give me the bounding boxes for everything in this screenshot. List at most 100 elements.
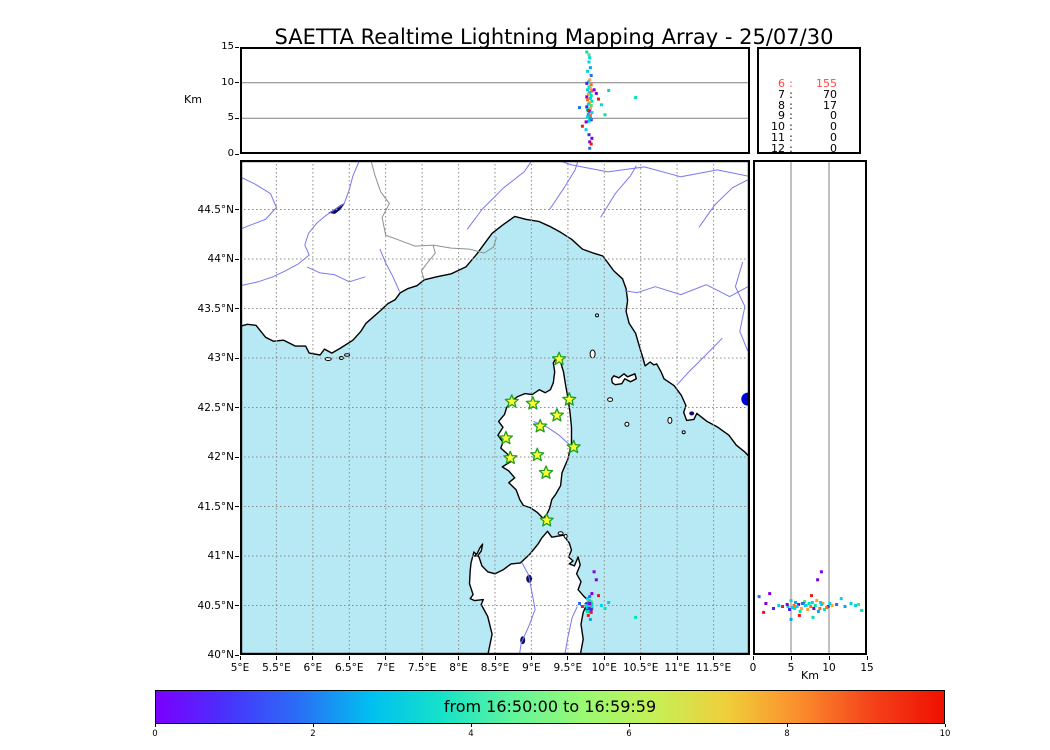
island	[667, 416, 673, 424]
lightning-point	[587, 133, 591, 137]
border-france_italy	[370, 160, 436, 280]
tick-mark	[235, 555, 239, 557]
lightning-point	[860, 608, 864, 612]
station-count-row: 7: 70	[765, 87, 859, 101]
lightning-point	[588, 595, 592, 599]
river-drome	[240, 176, 277, 230]
tick-mark	[790, 656, 792, 660]
lightning-point	[607, 89, 611, 92]
separator: :	[789, 77, 793, 90]
station-star	[551, 351, 567, 366]
lightning-point	[757, 595, 761, 599]
lightning-point	[792, 604, 796, 607]
lon-tick-label: 5.5°E	[262, 662, 291, 674]
time-colorbar: from 16:50:00 to 16:59:59	[155, 690, 945, 724]
lat-tick-label: 40°N	[207, 649, 234, 661]
river-tanaro	[466, 160, 533, 230]
lat-tick-label: 40.5°N	[197, 599, 234, 612]
lon-tick-label: 5°E	[230, 662, 250, 674]
island	[589, 349, 596, 359]
lon-tick-label: 9.5°E	[553, 662, 583, 674]
lightning-point	[588, 78, 592, 82]
lightning-point	[816, 578, 820, 582]
tick-mark	[235, 506, 239, 507]
lightning-point	[588, 617, 592, 621]
lightning-point	[597, 594, 600, 598]
river-ombrone	[676, 337, 723, 386]
lightning-point	[588, 66, 592, 70]
tick-mark	[235, 258, 239, 260]
station-star	[549, 407, 565, 422]
river-durance	[240, 161, 360, 287]
altitude-tick-label: 15	[860, 662, 874, 674]
lightning-point	[580, 124, 584, 128]
map-svg	[240, 160, 750, 655]
altitude-tick-label: 5	[227, 112, 234, 124]
tick-mark	[385, 656, 387, 660]
lightning-point	[789, 599, 793, 603]
lightning-point	[592, 570, 596, 574]
lon-tick-label: 10.5°E	[623, 662, 659, 674]
lightning-point	[785, 603, 789, 606]
page-title: SAETTA Realtime Lightning Mapping Array …	[274, 25, 834, 49]
lightning-point	[603, 607, 607, 610]
lightning-point	[589, 94, 593, 97]
lightning-point	[797, 613, 801, 617]
station-id: 8	[778, 98, 785, 112]
lightning-point	[587, 60, 591, 64]
lightning-point	[587, 53, 591, 57]
tick-mark	[235, 82, 239, 84]
lightning-point	[772, 607, 775, 610]
station-id: 6	[778, 77, 785, 90]
river-arno	[624, 284, 750, 298]
lightning-point	[594, 91, 598, 95]
lightning-point	[587, 607, 591, 610]
lightning-point	[588, 106, 592, 110]
tick-mark	[944, 724, 946, 727]
station-count: 0	[830, 141, 837, 155]
station-count: 155	[816, 77, 837, 90]
lightning-point	[586, 92, 590, 96]
tick-mark	[235, 654, 239, 656]
lightning-point	[813, 604, 817, 607]
lightning-point	[590, 605, 594, 608]
station-star	[504, 394, 519, 408]
lightning-point	[580, 605, 584, 608]
lightning-point	[849, 602, 853, 605]
lightning-point	[788, 608, 791, 611]
lightning-point	[597, 97, 600, 101]
colorbar-tick-label: 0	[152, 729, 158, 739]
lightning-point	[603, 113, 607, 117]
river-verdon	[306, 266, 366, 283]
lightning-point	[803, 604, 807, 607]
station-count-row: 12: 0	[765, 141, 859, 155]
colorbar-tick-label: 10	[939, 729, 951, 739]
lon-tick-label: 6.5°E	[334, 662, 364, 674]
lightning-point	[586, 69, 589, 73]
station-id: 7	[778, 87, 785, 101]
lightning-point	[815, 599, 819, 603]
lightning-point	[588, 140, 592, 144]
lat-tick-label: 44°N	[207, 253, 234, 265]
separator: :	[789, 141, 793, 155]
lightning-point	[839, 597, 843, 601]
island	[563, 533, 568, 539]
lightning-point	[588, 599, 592, 603]
lightning-point	[588, 146, 592, 150]
lightning-point	[825, 606, 829, 609]
lightning-point	[781, 605, 785, 608]
colorbar-time-range-label: from 16:50:00 to 16:59:59	[443, 697, 657, 716]
altitude-tick-label: 10	[221, 76, 234, 88]
lightning-point	[811, 615, 815, 619]
station-count-row: 11: 0	[765, 132, 859, 144]
lightning-point	[586, 609, 589, 613]
station-id: 9	[778, 109, 785, 123]
lightning-point	[809, 605, 813, 608]
lightning-point	[578, 106, 581, 110]
lightning-point	[816, 609, 820, 613]
lightning-point	[789, 617, 793, 621]
colorbar-tick-label: 6	[626, 729, 632, 739]
lightning-point	[590, 136, 594, 140]
lat-tick-label: 41°N	[207, 550, 234, 562]
